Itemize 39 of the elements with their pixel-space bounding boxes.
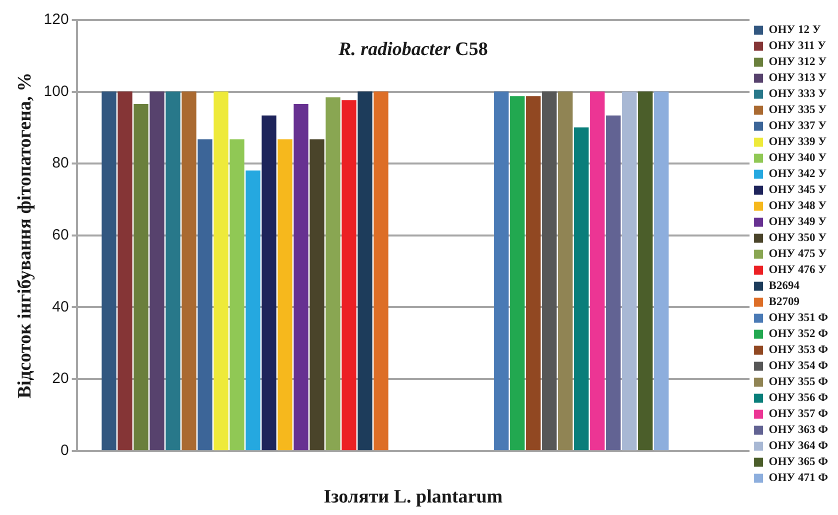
legend-label: ОНУ 333 У <box>768 88 828 100</box>
legend-label: ОНУ 363 Ф <box>768 424 828 436</box>
legend-label: ОНУ 476 У <box>768 264 828 276</box>
legend-label: ОНУ 475 У <box>768 248 828 260</box>
y-axis-title: Відсоток інгібування фітопатогена, % <box>14 72 36 398</box>
y-tick-label: 60 <box>52 226 69 244</box>
legend-label: ОНУ 345 У <box>768 184 828 196</box>
y-tick-label: 0 <box>60 442 69 459</box>
y-tick-label: 120 <box>44 11 69 28</box>
legend-label: ОНУ 365 Ф <box>768 456 828 468</box>
legend-label: ОНУ 339 У <box>768 136 828 148</box>
legend-label: ОНУ 313 У <box>768 72 828 84</box>
legend-label: B2709 <box>768 296 800 308</box>
legend-label: ОНУ 349 У <box>768 216 828 228</box>
legend-label: ОНУ 354 Ф <box>768 360 828 372</box>
legend-label: ОНУ 353 Ф <box>768 344 828 356</box>
legend-label: B2694 <box>768 280 800 292</box>
y-tick-label: 100 <box>44 82 69 100</box>
legend-label: ОНУ 350 У <box>768 232 828 244</box>
legend-label: ОНУ 342 У <box>768 168 828 180</box>
text: R. radiobacter C58 <box>338 38 488 60</box>
legend-label: ОНУ 348 У <box>768 200 828 212</box>
legend-label: ОНУ 357 Ф <box>768 408 828 420</box>
legend-label: ОНУ 312 У <box>768 56 828 68</box>
legend-label: ОНУ 356 Ф <box>768 392 828 404</box>
legend-label: ОНУ 351 Ф <box>768 312 828 324</box>
legend-label: ОНУ 352 Ф <box>768 328 828 340</box>
legend-label: ОНУ 335 У <box>768 104 828 116</box>
legend-label: ОНУ 12 У <box>768 24 822 36</box>
x-axis-title: Ізоляти L. plantarum <box>324 486 503 508</box>
legend-label: ОНУ 364 Ф <box>768 440 828 452</box>
legend-label: ОНУ 340 У <box>768 152 828 164</box>
legend-label: ОНУ 337 У <box>768 120 828 132</box>
y-tick-label: 80 <box>52 154 69 172</box>
y-tick-label: 40 <box>52 298 69 316</box>
legend-label: ОНУ 311 У <box>768 40 826 52</box>
legend-label: ОНУ 355 Ф <box>768 376 828 388</box>
legend-label: ОНУ 471 Ф <box>768 472 828 484</box>
y-tick-label: 20 <box>52 370 69 388</box>
